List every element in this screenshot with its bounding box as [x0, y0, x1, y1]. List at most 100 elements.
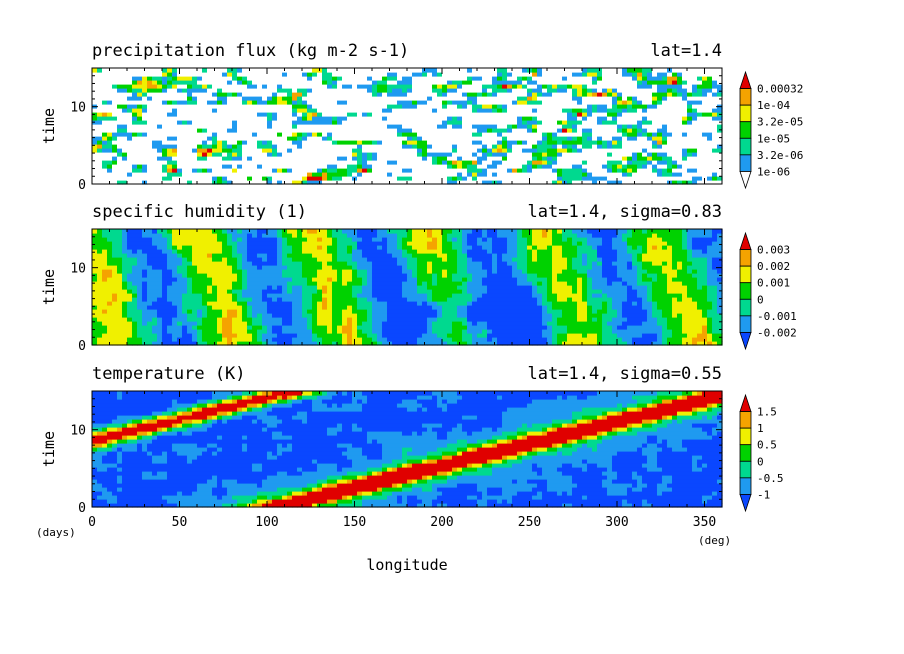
heatmap-cell [177, 309, 183, 314]
heatmap-cell [682, 96, 688, 101]
heatmap-cell [582, 140, 588, 145]
heatmap-cell [147, 176, 153, 181]
heatmap-cell [477, 68, 483, 73]
heatmap-cell [302, 72, 308, 77]
heatmap-cell [137, 80, 143, 85]
heatmap-cell [222, 72, 228, 77]
heatmap-cell [267, 293, 273, 298]
heatmap-cell [262, 317, 268, 322]
heatmap-cell [637, 128, 643, 133]
heatmap-cell [652, 168, 658, 173]
heatmap-cell [537, 116, 543, 121]
heatmap-cell [127, 108, 133, 113]
heatmap-cell [172, 124, 178, 129]
heatmap-cell [442, 72, 448, 77]
heatmap-cell [547, 92, 553, 97]
heatmap-cell [182, 309, 188, 314]
heatmap-cell [257, 104, 263, 109]
heatmap-cell [412, 80, 418, 85]
heatmap-cell [282, 112, 288, 117]
heatmap-cell [207, 172, 213, 177]
heatmap-cell [187, 297, 193, 302]
heatmap-cell [267, 321, 273, 326]
heatmap-cell [657, 84, 663, 89]
heatmap-cell [387, 140, 393, 145]
heatmap-cell [382, 128, 388, 133]
heatmap-cell [232, 281, 238, 286]
heatmap-cell [552, 160, 558, 165]
heatmap-cell [107, 96, 113, 101]
heatmap-cell [217, 116, 223, 121]
heatmap-cell [217, 313, 223, 318]
heatmap-cell [157, 249, 163, 254]
heatmap-cell [382, 136, 388, 141]
heatmap-cell [107, 72, 113, 77]
heatmap-cell [182, 116, 188, 121]
heatmap-cell [92, 269, 98, 274]
heatmap-cell [262, 168, 268, 173]
heatmap-cell [197, 305, 203, 310]
heatmap-cell [607, 176, 613, 181]
heatmap-cell [712, 156, 718, 161]
heatmap-cell [557, 176, 563, 181]
heatmap-cell [132, 156, 138, 161]
heatmap-cell [92, 305, 98, 310]
heatmap-cell [307, 112, 313, 117]
heatmap-cell [187, 313, 193, 318]
heatmap-cell [342, 108, 348, 113]
heatmap-cell [277, 341, 283, 346]
heatmap-cell [192, 313, 198, 318]
heatmap-cell [227, 164, 233, 169]
heatmap-cell [227, 116, 233, 121]
heatmap-cell [187, 112, 193, 117]
heatmap-cell [612, 180, 618, 185]
heatmap-cell [142, 136, 148, 141]
heatmap-cell [142, 140, 148, 145]
heatmap-cell [442, 156, 448, 161]
heatmap-cell [697, 144, 703, 149]
heatmap-cell [222, 257, 228, 262]
heatmap-cell [182, 229, 188, 234]
heatmap-cell [532, 156, 538, 161]
heatmap-cell [512, 96, 518, 101]
heatmap-cell [337, 92, 343, 97]
heatmap-cell [242, 96, 248, 101]
heatmap-cell [152, 172, 158, 177]
heatmap-cell [197, 148, 203, 153]
heatmap-cell [217, 253, 223, 258]
heatmap-cell [382, 120, 388, 125]
heatmap-cell [297, 289, 303, 294]
heatmap-cell [277, 337, 283, 342]
heatmap-cell [612, 72, 618, 77]
heatmap-cell [657, 116, 663, 121]
heatmap-cell [542, 120, 548, 125]
heatmap-cell [242, 289, 248, 294]
heatmap-cell [277, 76, 283, 81]
heatmap-cell [282, 305, 288, 310]
heatmap-cell [667, 80, 673, 85]
heatmap-cell [672, 72, 678, 77]
colorbar-label: 1e-05 [757, 132, 790, 145]
heatmap-cell [117, 164, 123, 169]
heatmap-cell [247, 237, 253, 242]
heatmap-cell [192, 245, 198, 250]
heatmap-cell [192, 257, 198, 262]
heatmap-cell [92, 321, 98, 326]
heatmap-cell [137, 325, 143, 330]
heatmap-cell [112, 257, 118, 262]
heatmap-cell [552, 176, 558, 181]
heatmap-cell [702, 164, 708, 169]
heatmap-cell [527, 140, 533, 145]
heatmap-cell [647, 96, 653, 101]
heatmap-cell [112, 297, 118, 302]
heatmap-cell [267, 84, 273, 89]
heatmap-cell [542, 144, 548, 149]
heatmap-cell [377, 168, 383, 173]
heatmap-cell [102, 80, 108, 85]
heatmap-cell [627, 112, 633, 117]
heatmap-cell [122, 76, 128, 81]
heatmap-cell [207, 96, 213, 101]
heatmap-cell [502, 128, 508, 133]
heatmap-cell [242, 180, 248, 185]
heatmap-cell [602, 124, 608, 129]
